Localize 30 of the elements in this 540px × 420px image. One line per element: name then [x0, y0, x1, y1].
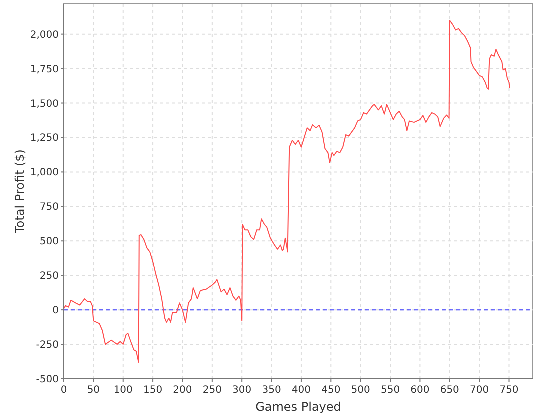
x-tick-label: 0 — [60, 385, 68, 396]
x-tick-label: 700 — [470, 385, 490, 396]
x-tick-label: 750 — [500, 385, 519, 396]
x-tick-label: 650 — [440, 385, 460, 396]
x-tick-label: 550 — [380, 385, 400, 396]
x-tick-label: 100 — [114, 385, 133, 396]
y-tick-label: 1,250 — [30, 133, 59, 144]
x-tick-label: 450 — [322, 385, 341, 396]
x-tick-label: 250 — [202, 385, 222, 396]
x-tick-label: 50 — [87, 385, 100, 396]
x-tick-label: 150 — [144, 385, 163, 396]
x-tick-label: 400 — [292, 385, 312, 396]
x-axis-title: Games Played — [256, 400, 342, 414]
y-tick-label: 250 — [40, 271, 59, 282]
y-tick-label: 750 — [40, 202, 59, 214]
y-tick-label: -250 — [36, 340, 59, 352]
x-tick-label: 600 — [410, 385, 430, 396]
y-tick-label: 500 — [40, 236, 59, 248]
x-tick-label: 200 — [173, 385, 192, 396]
y-axis-title: Total Profit ($) — [13, 150, 27, 234]
y-tick-label: 1,000 — [30, 168, 59, 179]
x-tick-label: 350 — [262, 385, 282, 396]
y-tick-label: 2,000 — [30, 30, 59, 41]
y-tick-label: 0 — [52, 306, 59, 317]
y-tick-label: -500 — [36, 374, 59, 386]
y-tick-label: 1,500 — [30, 98, 59, 110]
x-tick-label: 500 — [351, 385, 370, 396]
x-tick-label: 300 — [232, 385, 252, 396]
line-series — [64, 20, 510, 363]
y-tick-label: 1,750 — [30, 64, 59, 76]
